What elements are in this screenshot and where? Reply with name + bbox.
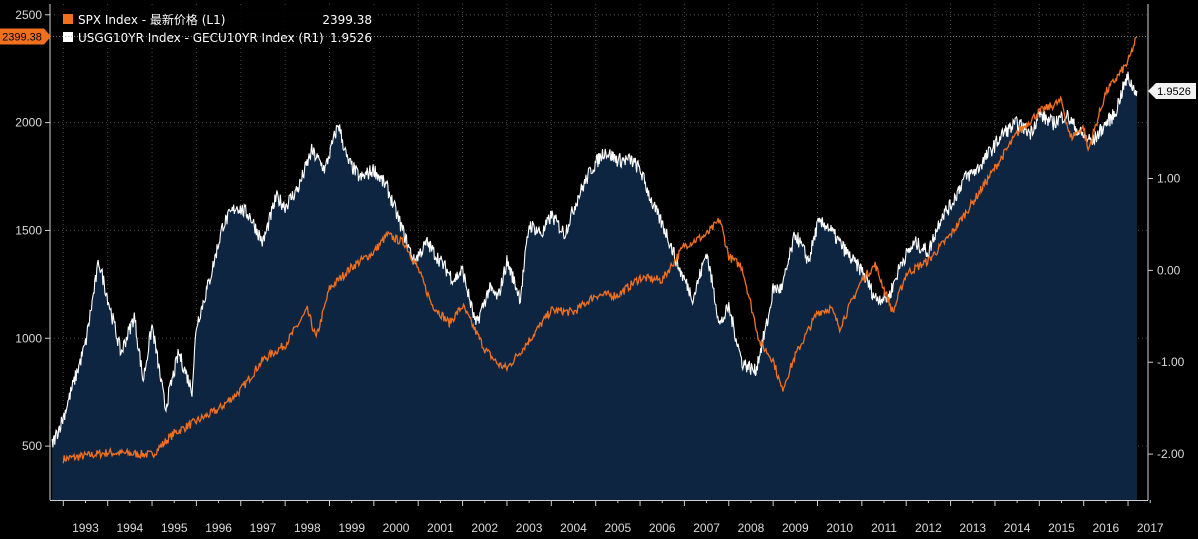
x-tick-label: 2009 — [782, 521, 809, 535]
x-tick-label: 2005 — [605, 521, 632, 535]
x-tick-label: 2002 — [471, 521, 498, 535]
x-tick-label: 1993 — [72, 521, 99, 535]
legend: SPX Index - 最新价格 (L1) 2399.38 USGG10YR Ind… — [58, 8, 378, 48]
yield-spread-line — [51, 71, 1138, 448]
x-tick-label: 1998 — [294, 521, 321, 535]
last-value-tags: 2399.38 1.9526 — [0, 28, 1196, 100]
right-tick-label: -1.00 — [1157, 355, 1185, 369]
x-tick-label: 2006 — [649, 521, 676, 535]
x-tick-label: 1999 — [338, 521, 365, 535]
legend-box — [58, 8, 378, 48]
yield-spread-area — [52, 71, 1137, 500]
x-tick-label: 1996 — [205, 521, 232, 535]
left-tick-label: 1000 — [15, 331, 42, 345]
x-tick-label: 1994 — [117, 521, 144, 535]
yield-last-value-tag — [1148, 83, 1196, 100]
x-tick-label: 2010 — [826, 521, 853, 535]
left-tick-label: 1500 — [15, 223, 42, 237]
legend-last-value: 2399.38 — [322, 13, 372, 27]
spx-last-value-text: 2399.38 — [2, 31, 42, 43]
legend-swatch — [63, 32, 73, 42]
x-tick-label: 2014 — [1004, 521, 1031, 535]
legend-series-name: USGG10YR Index - GECU10YR Index (R1) — [78, 31, 324, 45]
x-tick-label: 2017 — [1137, 521, 1164, 535]
x-tick-label: 2007 — [693, 521, 720, 535]
x-tick-label: 2001 — [427, 521, 454, 535]
legend-last-value: 1.9526 — [330, 31, 372, 45]
left-tick-label: 2500 — [15, 8, 42, 22]
right-tick-label: -2.00 — [1157, 447, 1185, 461]
legend-swatch — [63, 14, 73, 24]
left-tick-label: 2000 — [15, 116, 42, 130]
x-tick-label: 2004 — [560, 521, 587, 535]
x-tick-label: 2015 — [1048, 521, 1075, 535]
x-tick-label: 2016 — [1093, 521, 1120, 535]
right-tick-label: 1.00 — [1157, 172, 1181, 186]
x-tick-label: 2008 — [738, 521, 765, 535]
x-tick-label: 2000 — [383, 521, 410, 535]
x-tick-label: 1995 — [161, 521, 188, 535]
series-areas — [52, 71, 1137, 500]
x-tick-label: 2003 — [516, 521, 543, 535]
spx-price-line — [62, 36, 1138, 464]
spx-last-value-tag — [0, 28, 51, 45]
legend-series-name: SPX Index - 最新价格 (L1) — [78, 12, 225, 27]
left-tick-label: 500 — [22, 439, 42, 453]
right-tick-label: 0.00 — [1157, 263, 1181, 277]
yield-last-value-text: 1.9526 — [1157, 86, 1191, 98]
series-lines — [51, 36, 1138, 464]
x-tick-label: 2012 — [915, 521, 942, 535]
x-tick-label: 1997 — [250, 521, 277, 535]
x-tick-label: 2013 — [959, 521, 986, 535]
x-tick-label: 2011 — [871, 521, 897, 535]
axes: 500 1000 1500 2000 2500 -2.00 -1.00 0.00 1.00 199… — [15, 4, 1185, 535]
